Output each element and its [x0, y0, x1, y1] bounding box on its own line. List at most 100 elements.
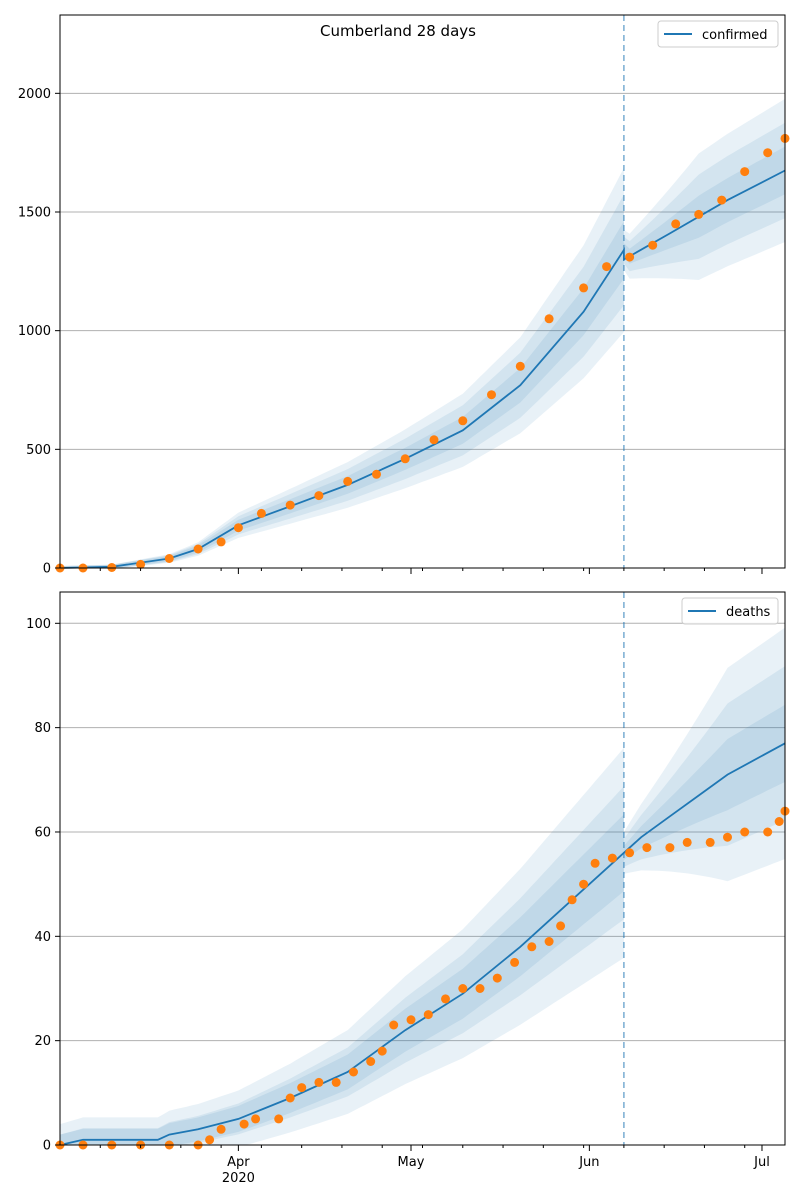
data-point	[590, 858, 600, 868]
x-axis	[99, 568, 763, 574]
x-tick-label: Jun	[578, 1155, 599, 1170]
data-point	[297, 1083, 307, 1093]
data-point	[216, 537, 226, 547]
data-point	[475, 984, 485, 993]
data-point	[164, 554, 174, 563]
data-point	[251, 1114, 261, 1124]
data-point	[492, 973, 502, 983]
y-tick-label: 500	[26, 443, 51, 458]
data-point	[256, 508, 266, 518]
data-point	[349, 1067, 358, 1077]
data-point	[285, 500, 295, 510]
data-point	[429, 435, 439, 445]
uncertainty-band	[623, 627, 785, 882]
data-point	[423, 1010, 433, 1020]
legend: confirmed	[657, 20, 779, 48]
y-tick-label: 0	[43, 562, 51, 577]
data-point	[216, 1124, 226, 1134]
uncertainty-band	[60, 747, 624, 1145]
data-point	[642, 843, 652, 853]
uncertainty-band	[60, 786, 624, 1145]
y-tick-label: 0	[43, 1139, 51, 1154]
y-axis: 0 20 40 60 80 100	[26, 617, 60, 1154]
data-point	[671, 219, 681, 229]
legend-box	[681, 597, 779, 625]
uncertainty-band	[60, 221, 624, 568]
series-line	[59, 742, 786, 1146]
data-point	[458, 984, 468, 993]
legend-box	[657, 20, 779, 48]
uncertainty-bands	[60, 627, 785, 1145]
data-point	[774, 817, 784, 826]
uncertainty-band	[60, 814, 624, 1145]
grid-lines	[60, 92, 785, 450]
data-point	[239, 1119, 249, 1129]
y-tick-label: 100	[26, 617, 51, 632]
data-point	[607, 853, 617, 863]
data-point	[579, 283, 589, 293]
legend-label: deaths	[726, 605, 771, 620]
y-tick-label: 20	[34, 1034, 51, 1049]
data-point	[740, 167, 750, 177]
data-point	[625, 848, 635, 858]
data-point	[527, 942, 537, 952]
data-point	[579, 879, 589, 889]
y-tick-label: 2000	[18, 87, 51, 102]
chart-title: Cumberland 28 days	[320, 22, 476, 40]
data-point	[723, 832, 732, 842]
model-line	[59, 742, 786, 1146]
y-tick-label: 1500	[18, 205, 51, 220]
data-point	[400, 454, 410, 464]
y-tick-label: 40	[34, 930, 51, 945]
data-point	[314, 1077, 324, 1087]
data-point	[567, 895, 577, 905]
data-point	[648, 240, 658, 250]
y-tick-label: 80	[34, 721, 51, 736]
data-point	[389, 1020, 399, 1030]
x-tick-label: Apr	[227, 1155, 250, 1170]
data-point	[205, 1135, 215, 1145]
series-line	[59, 169, 786, 569]
data-point	[544, 937, 554, 946]
uncertainty-band	[623, 122, 785, 272]
confirmed-panel: 0 500 1000 1500 2000 Cumberland 28 days conf…	[18, 14, 790, 577]
data-point	[331, 1077, 341, 1087]
uncertainty-band	[623, 666, 785, 867]
x-tick-label: Jul	[753, 1155, 770, 1170]
data-point	[694, 209, 704, 219]
data-point	[285, 1093, 295, 1103]
data-point	[487, 390, 496, 400]
data-point	[763, 827, 773, 837]
legend: deaths	[681, 597, 779, 625]
observed-points	[55, 806, 790, 1150]
data-point	[556, 921, 566, 931]
data-point	[441, 994, 450, 1004]
data-point	[665, 843, 675, 853]
data-point	[740, 827, 750, 837]
data-point	[458, 416, 468, 426]
data-point	[705, 837, 715, 847]
y-axis: 0 500 1000 1500 2000	[18, 87, 60, 577]
data-point	[682, 837, 692, 847]
y-tick-label: 1000	[18, 324, 51, 339]
data-point	[314, 491, 324, 501]
data-point	[510, 957, 520, 967]
data-point	[515, 361, 525, 371]
data-point	[274, 1114, 284, 1124]
model-line	[59, 169, 786, 569]
data-point	[366, 1057, 376, 1066]
data-point	[233, 523, 243, 533]
y-tick-label: 60	[34, 825, 51, 840]
data-point	[372, 469, 381, 479]
uncertainty-band	[623, 98, 785, 281]
data-point	[625, 252, 635, 262]
legend-label: confirmed	[702, 28, 768, 43]
data-point	[193, 544, 203, 554]
data-point	[343, 476, 353, 486]
grid-lines	[60, 622, 785, 1042]
data-point	[136, 559, 146, 569]
